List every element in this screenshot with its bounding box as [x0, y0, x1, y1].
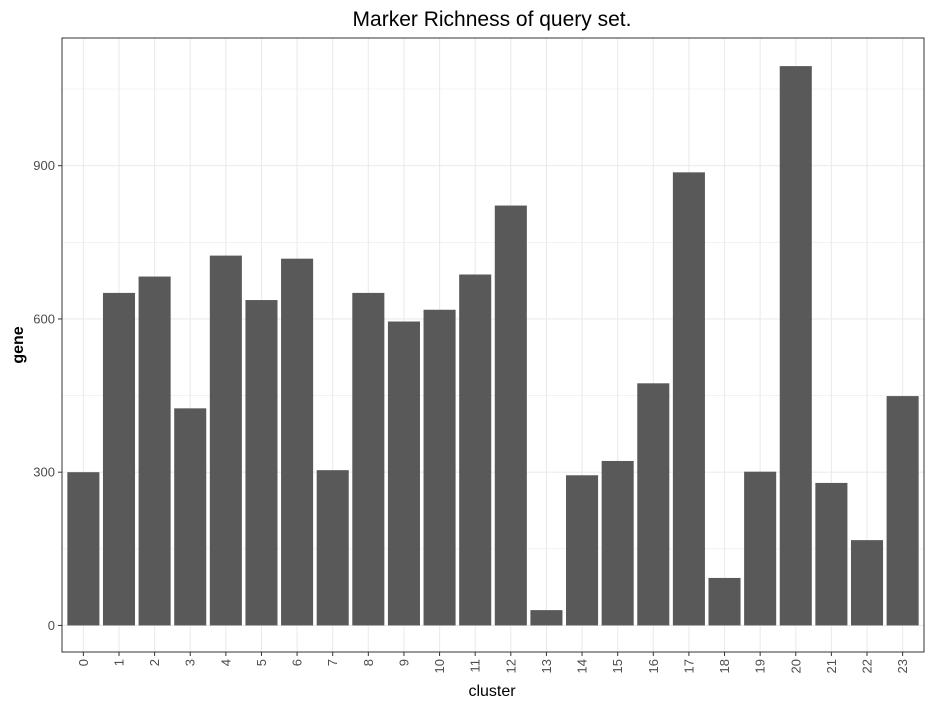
bar-cluster-20: [779, 66, 812, 626]
x-tick-label: 8: [361, 659, 376, 666]
x-tick-label: 15: [610, 659, 625, 673]
chart-title: Marker Richness of query set.: [353, 8, 632, 31]
bar-cluster-11: [459, 274, 492, 626]
x-tick-label: 3: [183, 659, 198, 666]
bar-cluster-3: [174, 408, 207, 626]
bar-cluster-15: [601, 460, 634, 626]
y-axis: 0 300 600 900: [33, 158, 62, 633]
bar-cluster-4: [209, 255, 242, 626]
x-tick-label: 21: [824, 659, 839, 673]
bar-cluster-19: [744, 471, 777, 626]
x-tick-label: 22: [860, 659, 875, 673]
x-tick-label: 23: [895, 659, 910, 673]
bars: [67, 66, 919, 626]
bar-cluster-12: [494, 205, 527, 626]
x-axis-title: cluster: [468, 683, 516, 700]
x-tick-label: 12: [503, 659, 518, 673]
x-tick-label: 7: [325, 659, 340, 666]
bar-cluster-6: [281, 258, 314, 626]
x-tick-label: 10: [432, 659, 447, 673]
y-tick-label: 0: [48, 618, 55, 633]
bar-cluster-17: [672, 172, 705, 626]
x-tick-label: 2: [147, 659, 162, 666]
y-tick-label: 300: [33, 465, 55, 480]
bar-cluster-23: [886, 396, 919, 626]
x-tick-label: 11: [468, 659, 483, 673]
bar-cluster-14: [566, 475, 599, 626]
bar-cluster-8: [352, 292, 385, 626]
bar-cluster-2: [138, 276, 171, 626]
x-tick-label: 6: [290, 659, 305, 666]
x-tick-label: 9: [396, 659, 411, 666]
x-tick-label: 1: [111, 659, 126, 666]
bar-cluster-13: [530, 610, 563, 626]
x-tick-label: 20: [788, 659, 803, 673]
x-axis: 0 1 2 3 4 5 6 7 8 9 10 11 12 13 14 15 16 17 18 19 20 21 22 23: [76, 652, 910, 673]
bar-cluster-5: [245, 300, 278, 626]
x-tick-label: 14: [575, 659, 590, 673]
y-axis-title: gene: [10, 326, 27, 363]
bar-cluster-21: [815, 482, 848, 626]
bar-cluster-16: [637, 383, 670, 626]
bar-cluster-9: [387, 321, 420, 626]
bar-cluster-10: [423, 309, 456, 626]
x-tick-label: 13: [539, 659, 554, 673]
bar-cluster-22: [850, 540, 884, 626]
x-tick-label: 5: [254, 659, 269, 666]
panel-border: [61, 37, 925, 653]
bar-cluster-1: [102, 292, 136, 626]
bar-cluster-0: [67, 472, 100, 626]
x-tick-label: 0: [76, 659, 91, 666]
bar-cluster-18: [708, 577, 741, 626]
x-tick-label: 17: [681, 659, 696, 673]
x-tick-label: 18: [717, 659, 732, 673]
x-tick-label: 4: [218, 659, 233, 666]
y-tick-label: 600: [33, 311, 55, 326]
bar-cluster-7: [316, 470, 349, 626]
y-tick-label: 900: [33, 158, 55, 173]
x-tick-label: 16: [646, 659, 661, 673]
x-tick-label: 19: [753, 659, 768, 673]
